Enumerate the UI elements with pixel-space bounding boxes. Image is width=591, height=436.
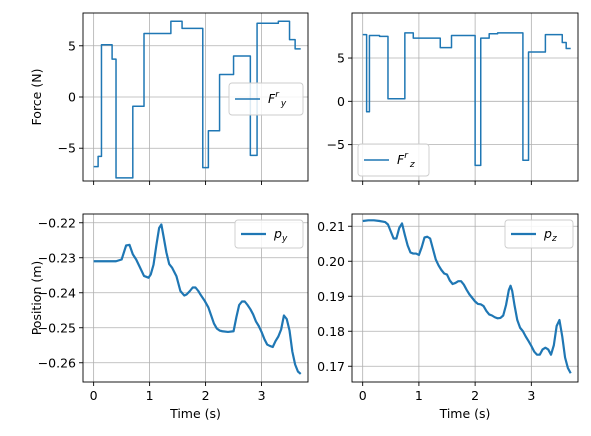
y-tick-label: 0.18 [317, 324, 345, 339]
x-tick-label: 2 [471, 388, 479, 403]
legend: Fry [228, 82, 304, 116]
y-tick-label: −0.23 [38, 250, 76, 265]
legend-box [234, 219, 304, 249]
x-tick-label: 1 [146, 388, 154, 403]
legend-label: pz [543, 226, 557, 244]
y-tick-label: −5 [58, 141, 76, 156]
panel-position-z: 0 1 2 3 0.21 0.20 0.19 0.18 0.17 Time (s) pz [317, 213, 579, 421]
y-axis-label: Force (N) [29, 69, 44, 126]
y-tick-label: 5 [68, 38, 76, 53]
axes-frame [351, 213, 579, 383]
x-axis-label: Time (s) [169, 406, 221, 421]
legend: py [234, 219, 304, 249]
y-tick-label: −0.26 [38, 355, 76, 370]
x-tick-label: 3 [258, 388, 266, 403]
legend-label: Frz [397, 151, 415, 170]
legend-label: Fry [268, 90, 287, 109]
y-tick-label: −0.25 [38, 320, 76, 335]
y-tick-label: −0.24 [38, 285, 76, 300]
legend-box [228, 82, 304, 116]
y-tick-label: 5 [337, 51, 345, 66]
y-tick-label: −0.22 [38, 215, 76, 230]
y-tick-label: 0.20 [317, 254, 345, 269]
axes-frame [82, 213, 309, 383]
x-tick-label: 0 [90, 388, 98, 403]
legend-label: py [273, 226, 288, 244]
series-line-0 [93, 20, 301, 179]
panel-force-y: −5 0 5 Force (N) Fry [29, 12, 309, 185]
y-tick-label: 0.21 [317, 219, 345, 234]
x-tick-label: 2 [202, 388, 210, 403]
x-axis-label: Time (s) [439, 406, 491, 421]
x-tick-label: 1 [415, 388, 423, 403]
y-tick-label: 0 [68, 90, 76, 105]
y-tick-label: 0.17 [317, 359, 345, 374]
y-axis-label: Position (m) [29, 261, 44, 336]
panel-position-y: 0 1 2 3 −0.22 −0.23 −0.24 −0.25 −0.26 Position (m… [29, 213, 309, 421]
y-tick-label: 0.19 [317, 289, 345, 304]
y-tick-label: −5 [327, 137, 345, 152]
series-line-0 [362, 32, 571, 167]
x-tick-label: 3 [527, 388, 535, 403]
series-line-0 [93, 223, 302, 375]
legend: pz [504, 219, 574, 249]
series-line-0 [362, 219, 572, 374]
panel-force-z: −5 0 5 Frz [327, 12, 579, 185]
legend-box [504, 219, 574, 249]
legend-box [357, 143, 430, 177]
y-tick-label: 0 [337, 94, 345, 109]
x-tick-label: 0 [359, 388, 367, 403]
axes-frame [351, 12, 579, 182]
legend: Frz [357, 143, 430, 177]
